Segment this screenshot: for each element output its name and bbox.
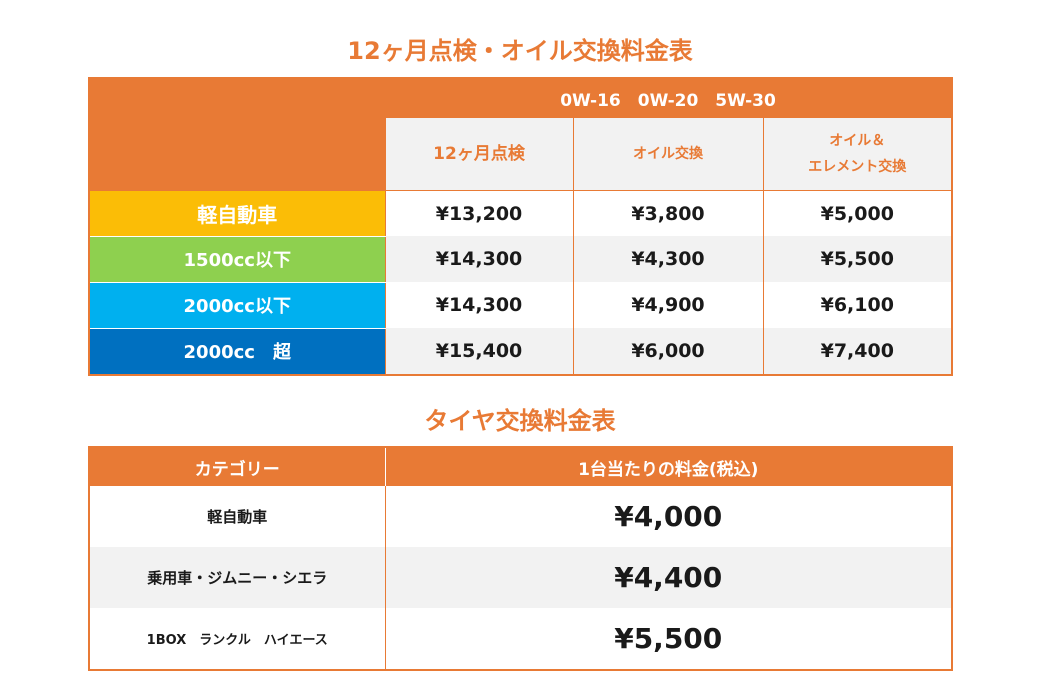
category-cell: 軽自動車 [89,190,385,237]
column-header-inspection: 12ヶ月点検 [384,117,574,191]
tire-price-cell: ¥5,500 [385,608,952,670]
tire-category-cell: 乗用車・ジムニー・シエラ [89,547,386,608]
tire-category-cell: 1BOX ランクル ハイエース [89,608,386,670]
inspection-price: ¥13,200 [384,190,574,236]
table-row: 軽自動車 ¥4,000 [89,486,952,547]
category-cell: 2000cc以下 [89,282,385,329]
oil-element-price: ¥5,500 [762,236,953,282]
table-row: 1BOX ランクル ハイエース ¥5,500 [89,608,952,670]
table-row: 1500cc以下 ¥14,300 ¥4,300 ¥5,500 [89,236,953,283]
column-header-oil-change: オイル交換 [572,117,764,191]
inspection-price: ¥15,400 [384,328,574,375]
table-row: 2000cc 超 ¥15,400 ¥6,000 ¥7,400 [89,328,953,375]
oil-element-price: ¥7,400 [762,328,953,375]
oil-element-price: ¥5,000 [762,190,953,236]
column-header-oil-element-line2: エレメント交換 [808,159,907,175]
maintenance-title: 12ヶ月点検・オイル交換料金表 [347,37,693,65]
column-header-price: 1台当たりの料金(税込) [385,447,952,486]
tire-price-cell: ¥4,400 [385,547,952,608]
category-cell: 1500cc以下 [89,236,385,283]
category-cell: 2000cc 超 [89,328,385,375]
oil-grades-header: 0W-16 0W-20 5W-30 [385,78,953,118]
inspection-price: ¥14,300 [384,236,574,282]
table-row: 2000cc以下 ¥14,300 ¥4,900 ¥6,100 [89,282,953,329]
column-header-category: カテゴリー [89,447,386,486]
tire-price-table: カテゴリー 1台当たりの料金(税込) 軽自動車 ¥4,000 乗用車・ジムニー・… [88,446,953,671]
column-header-oil-element: オイル＆ エレメント交換 [762,117,953,191]
header-blank-cell [89,78,385,191]
table-row: 乗用車・ジムニー・シエラ ¥4,400 [89,547,952,608]
oil-price: ¥4,300 [572,236,764,282]
column-header-oil-element-line1: オイル＆ [829,133,886,149]
oil-price: ¥3,800 [572,190,764,236]
table-row: 軽自動車 ¥13,200 ¥3,800 ¥5,000 [89,190,953,237]
tire-price-cell: ¥4,000 [385,486,952,547]
maintenance-price-table: 0W-16 0W-20 5W-30 12ヶ月点検 オイル交換 オイル＆ エレメント… [88,77,954,376]
oil-price: ¥6,000 [572,328,764,375]
tire-category-cell: 軽自動車 [89,486,386,547]
tire-title: タイヤ交換料金表 [424,407,616,435]
oil-element-price: ¥6,100 [762,282,953,328]
oil-price: ¥4,900 [572,282,764,328]
inspection-price: ¥14,300 [384,282,574,328]
